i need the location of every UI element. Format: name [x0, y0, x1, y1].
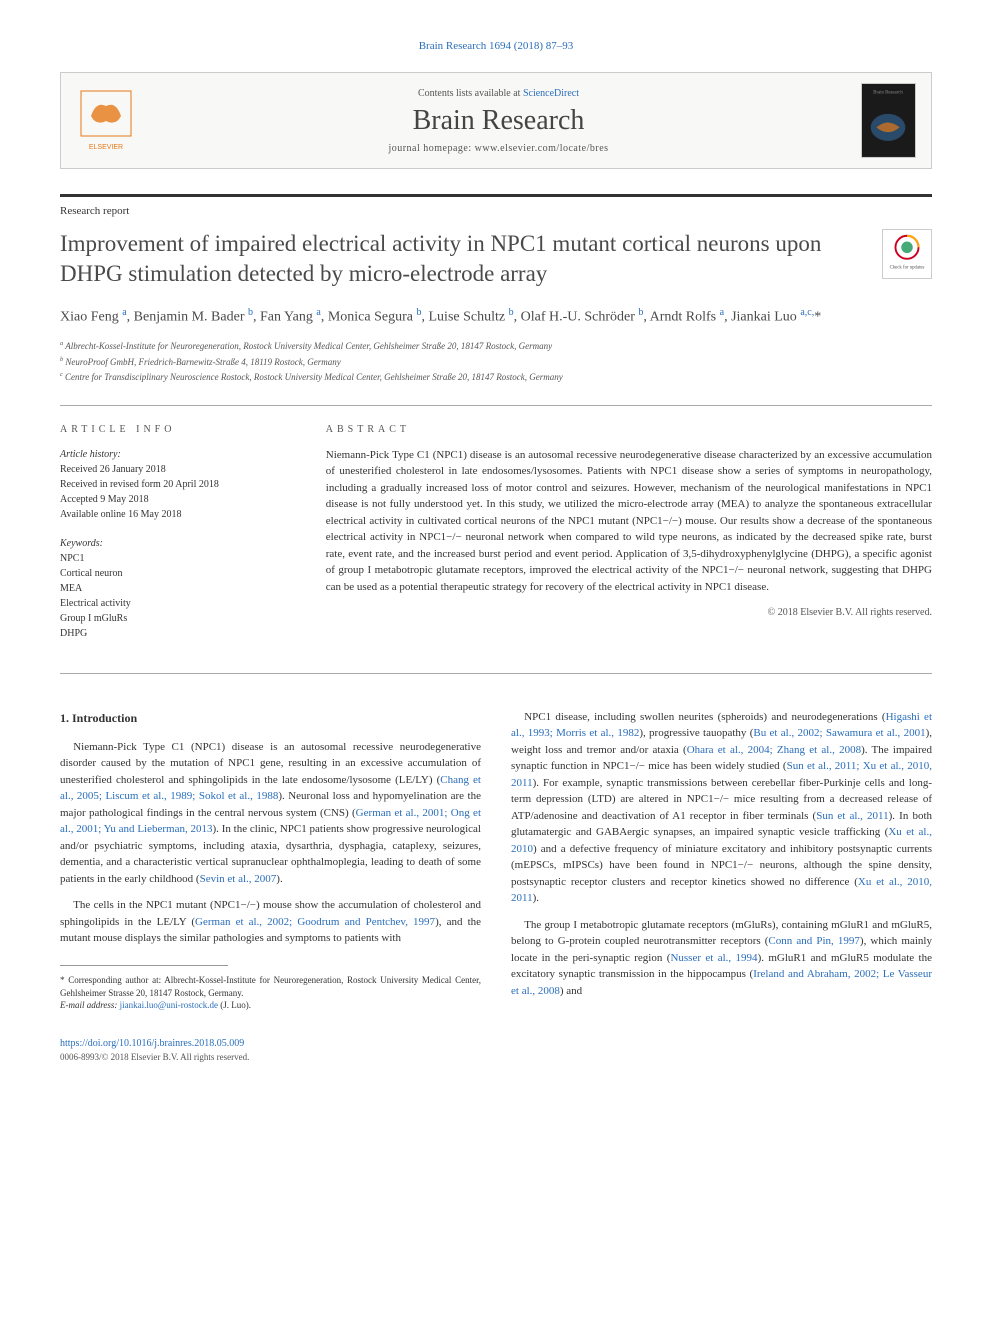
article-history: Article history: Received 26 January 201…	[60, 447, 296, 522]
keyword-item: Group I mGluRs	[60, 611, 296, 626]
affiliation-line: c Centre for Transdisciplinary Neuroscie…	[60, 370, 932, 385]
author-list: Xiao Feng a, Benjamin M. Bader b, Fan Ya…	[60, 305, 932, 328]
sciencedirect-link[interactable]: ScienceDirect	[523, 88, 579, 99]
article-info-heading: ARTICLE INFO	[60, 424, 296, 435]
issn-copyright: 0006-8993/© 2018 Elsevier B.V. All right…	[60, 1051, 481, 1065]
elsevier-logo: ELSEVIER	[76, 86, 136, 156]
history-line: Received in revised form 20 April 2018	[60, 477, 296, 492]
doi-link[interactable]: https://doi.org/10.1016/j.brainres.2018.…	[60, 1038, 244, 1049]
citation-link[interactable]: Nusser et al., 1994	[670, 952, 757, 964]
citation-link[interactable]: German et al., 2002; Goodrum and Pentche…	[195, 916, 435, 928]
intro-paragraph-1: Niemann-Pick Type C1 (NPC1) disease is a…	[60, 739, 481, 888]
journal-header: ELSEVIER Contents lists available at Sci…	[60, 72, 932, 169]
email-note: E-mail address: jiankai.luo@uni-rostock.…	[60, 999, 481, 1012]
citation-link[interactable]: Conn and Pin, 1997	[768, 935, 859, 947]
abstract-heading: ABSTRACT	[326, 424, 932, 435]
journal-title: Brain Research	[136, 105, 861, 137]
keyword-item: Electrical activity	[60, 596, 296, 611]
abstract-text: Niemann-Pick Type C1 (NPC1) disease is a…	[326, 447, 932, 596]
citation-link[interactable]: Ohara et al., 2004; Zhang et al., 2008	[687, 744, 861, 756]
keyword-item: MEA	[60, 581, 296, 596]
intro-paragraph-4: The group I metabotropic glutamate recep…	[511, 917, 932, 1000]
citation-link[interactable]: Sevin et al., 2007	[200, 873, 277, 885]
affiliation-line: a Albrecht-Kossel-Institute for Neuroreg…	[60, 339, 932, 354]
affiliation-line: b NeuroProof GmbH, Friedrich-Barnewitz-S…	[60, 355, 932, 370]
history-line: Accepted 9 May 2018	[60, 492, 296, 507]
svg-text:Brain Research: Brain Research	[873, 91, 903, 96]
svg-text:Check for updates: Check for updates	[890, 265, 925, 270]
article-type: Research report	[60, 205, 932, 217]
citation-link[interactable]: Sun et al., 2011	[816, 810, 888, 822]
contents-available: Contents lists available at ScienceDirec…	[136, 88, 861, 99]
body-column-left: 1. Introduction Niemann-Pick Type C1 (NP…	[60, 709, 481, 1064]
history-line: Received 26 January 2018	[60, 462, 296, 477]
section-divider	[60, 194, 932, 197]
journal-cover-thumbnail: Brain Research	[861, 83, 916, 158]
keyword-item: NPC1	[60, 551, 296, 566]
check-updates-badge[interactable]: Check for updates	[882, 229, 932, 279]
history-line: Available online 16 May 2018	[60, 507, 296, 522]
email-link[interactable]: jiankai.luo@uni-rostock.de	[120, 1000, 218, 1010]
svg-text:ELSEVIER: ELSEVIER	[89, 144, 123, 151]
intro-paragraph-2: The cells in the NPC1 mutant (NPC1−/−) m…	[60, 897, 481, 947]
body-column-right: NPC1 disease, including swollen neurites…	[511, 709, 932, 1064]
affiliations: a Albrecht-Kossel-Institute for Neuroreg…	[60, 339, 932, 385]
keywords: Keywords: NPC1Cortical neuronMEAElectric…	[60, 536, 296, 641]
journal-homepage: journal homepage: www.elsevier.com/locat…	[136, 143, 861, 154]
intro-heading: 1. Introduction	[60, 709, 481, 727]
keyword-item: DHPG	[60, 626, 296, 641]
citation-link[interactable]: Bu et al., 2002; Sawamura et al., 2001	[753, 727, 925, 739]
corresponding-author-note: * Corresponding author at: Albrecht-Koss…	[60, 974, 481, 999]
abstract-copyright: © 2018 Elsevier B.V. All rights reserved…	[326, 607, 932, 618]
intro-paragraph-3: NPC1 disease, including swollen neurites…	[511, 709, 932, 907]
article-title: Improvement of impaired electrical activ…	[60, 229, 867, 289]
journal-reference: Brain Research 1694 (2018) 87–93	[60, 40, 932, 52]
footnote-separator	[60, 965, 228, 966]
keyword-item: Cortical neuron	[60, 566, 296, 581]
